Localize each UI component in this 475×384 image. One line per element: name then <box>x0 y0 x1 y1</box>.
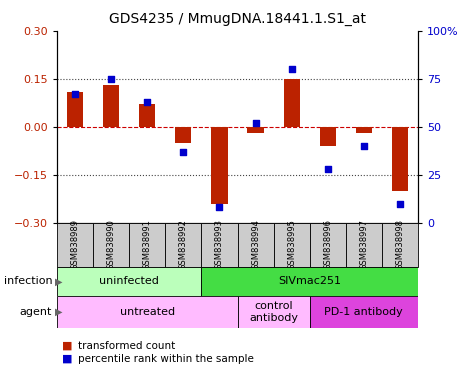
Bar <box>310 296 418 328</box>
Text: ■: ■ <box>62 341 72 351</box>
Text: GSM838990: GSM838990 <box>107 219 115 270</box>
Bar <box>346 223 382 267</box>
Bar <box>201 267 418 296</box>
Bar <box>284 79 300 127</box>
Bar <box>320 127 336 146</box>
Bar <box>129 223 165 267</box>
Bar <box>57 296 238 328</box>
Bar <box>57 223 93 267</box>
Text: GSM838998: GSM838998 <box>396 219 404 270</box>
Bar <box>103 85 119 127</box>
Text: ▶: ▶ <box>55 307 62 317</box>
Text: transformed count: transformed count <box>78 341 176 351</box>
Bar <box>382 223 418 267</box>
Text: GSM838989: GSM838989 <box>71 219 79 270</box>
Text: GSM838995: GSM838995 <box>287 219 296 270</box>
Bar <box>238 223 274 267</box>
Text: ▶: ▶ <box>55 276 62 286</box>
Point <box>143 99 151 105</box>
Point <box>216 204 223 210</box>
Bar <box>274 223 310 267</box>
Bar <box>57 267 201 296</box>
Text: GSM838993: GSM838993 <box>215 219 224 270</box>
Text: agent: agent <box>20 307 52 317</box>
Text: infection: infection <box>4 276 52 286</box>
Text: GSM838992: GSM838992 <box>179 219 188 270</box>
Bar <box>93 223 129 267</box>
Text: GSM838994: GSM838994 <box>251 219 260 270</box>
Bar <box>67 91 83 127</box>
Text: GSM838996: GSM838996 <box>323 219 332 270</box>
Text: GDS4235 / MmugDNA.18441.1.S1_at: GDS4235 / MmugDNA.18441.1.S1_at <box>109 12 366 25</box>
Point <box>71 91 79 97</box>
Bar <box>175 127 191 143</box>
Text: control
antibody: control antibody <box>249 301 298 323</box>
Bar <box>392 127 408 191</box>
Text: percentile rank within the sample: percentile rank within the sample <box>78 354 254 364</box>
Bar <box>201 223 238 267</box>
Bar <box>247 127 264 133</box>
Point <box>396 200 404 207</box>
Point <box>107 76 115 82</box>
Text: SIVmac251: SIVmac251 <box>278 276 341 286</box>
Point <box>288 66 295 72</box>
Text: GSM838997: GSM838997 <box>360 219 368 270</box>
Point <box>324 166 332 172</box>
Bar <box>165 223 201 267</box>
Bar <box>211 127 228 204</box>
Text: GSM838991: GSM838991 <box>143 219 152 270</box>
Text: uninfected: uninfected <box>99 276 159 286</box>
Point <box>360 143 368 149</box>
Text: ■: ■ <box>62 354 72 364</box>
Bar <box>310 223 346 267</box>
Point <box>252 120 259 126</box>
Point <box>180 149 187 155</box>
Bar <box>139 104 155 127</box>
Text: untreated: untreated <box>120 307 175 317</box>
Text: PD-1 antibody: PD-1 antibody <box>324 307 403 317</box>
Bar <box>238 296 310 328</box>
Bar <box>356 127 372 133</box>
